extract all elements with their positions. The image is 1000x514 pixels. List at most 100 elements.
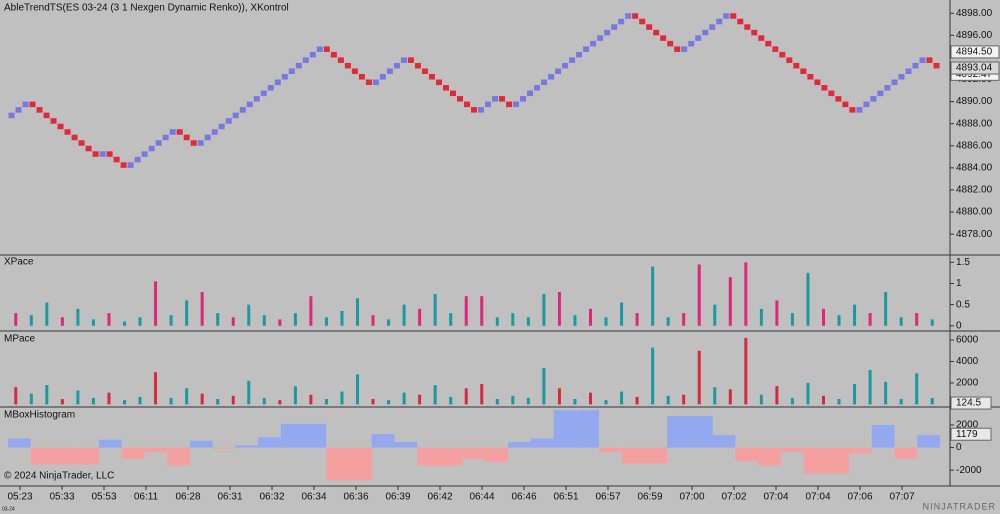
y-tick-label: 4880.00 xyxy=(956,207,993,218)
bar xyxy=(713,304,717,326)
histogram-box xyxy=(871,424,895,448)
bar xyxy=(744,262,748,326)
renko-brick xyxy=(162,134,169,141)
bar xyxy=(262,315,266,326)
bar xyxy=(29,393,33,405)
renko-brick xyxy=(421,68,428,74)
bar xyxy=(231,395,235,405)
renko-brick xyxy=(800,68,807,74)
bar xyxy=(557,388,561,405)
renko-brick xyxy=(8,112,15,119)
bar xyxy=(356,298,359,326)
bar xyxy=(868,313,872,326)
renko-brick xyxy=(449,90,456,97)
bar xyxy=(29,315,33,326)
bar xyxy=(402,304,406,326)
renko-brick xyxy=(926,57,933,63)
bar xyxy=(635,396,639,405)
renko-brick xyxy=(365,79,372,86)
histogram-box xyxy=(462,447,486,459)
renko-brick xyxy=(793,62,800,69)
renko-brick xyxy=(141,151,148,157)
bar xyxy=(884,381,888,405)
bar xyxy=(822,395,825,405)
bar xyxy=(853,304,857,326)
renko-brick xyxy=(856,107,863,113)
y-tick-label: 1 xyxy=(956,278,962,289)
renko-brick xyxy=(43,112,50,119)
bar xyxy=(138,317,142,326)
bar xyxy=(154,281,158,326)
bar xyxy=(200,291,204,326)
price-marker xyxy=(950,61,1000,75)
renko-brick xyxy=(379,73,386,80)
histogram-box xyxy=(121,447,145,459)
y-tick-label: 6000 xyxy=(956,335,979,346)
bar xyxy=(589,308,592,326)
histogram-box xyxy=(917,435,940,448)
bar xyxy=(604,400,608,405)
histogram-box xyxy=(417,447,440,466)
x-tick-label: 07:06 xyxy=(847,492,872,503)
bar xyxy=(526,397,530,405)
y-tick-label: 0.5 xyxy=(956,299,970,310)
bar xyxy=(651,347,655,405)
renko-brick xyxy=(541,79,548,86)
renko-brick xyxy=(611,24,618,30)
histogram-box xyxy=(644,447,668,464)
renko-brick xyxy=(905,68,912,74)
renko-brick xyxy=(302,57,309,63)
renko-brick xyxy=(239,107,246,113)
bar xyxy=(91,397,95,405)
renko-brick xyxy=(492,96,499,102)
histogram-box xyxy=(167,447,190,466)
y-tick-label: 4878.00 xyxy=(956,229,993,240)
renko-brick xyxy=(660,35,667,41)
renko-brick xyxy=(176,129,183,135)
y-tick-label: 4886.00 xyxy=(956,140,993,151)
histogram-box xyxy=(212,447,236,449)
bar xyxy=(651,266,655,326)
renko-brick xyxy=(281,73,288,80)
price-marker-label: 4894.50 xyxy=(956,47,993,58)
renko-brick xyxy=(653,29,660,36)
renko-brick xyxy=(478,107,485,113)
renko-brick xyxy=(71,134,78,141)
renko-brick xyxy=(295,62,302,69)
bar xyxy=(449,396,453,405)
bar xyxy=(200,393,204,405)
x-tick-label: 07:02 xyxy=(721,492,746,503)
renko-brick xyxy=(821,85,828,91)
copyright: © 2024 NinjaTrader, LLC xyxy=(4,471,114,482)
renko-brick xyxy=(64,129,71,135)
bar xyxy=(511,313,515,326)
x-tick-label: 06:46 xyxy=(511,492,536,503)
bar xyxy=(433,294,437,326)
renko-brick xyxy=(15,107,22,113)
bar xyxy=(324,399,328,405)
bar xyxy=(45,385,49,405)
bar xyxy=(14,313,18,326)
renko-brick xyxy=(576,51,583,58)
renko-brick xyxy=(274,79,281,86)
renko-brick xyxy=(358,73,365,80)
renko-brick xyxy=(92,151,99,157)
renko-brick xyxy=(702,29,709,36)
bar xyxy=(60,399,64,405)
renko-brick xyxy=(127,162,134,168)
bar xyxy=(899,399,903,405)
histogram-box xyxy=(326,447,349,481)
x-tick-label: 06:44 xyxy=(469,492,494,503)
histogram-box xyxy=(280,423,304,448)
renko-brick xyxy=(148,145,155,152)
bar xyxy=(387,319,391,326)
histogram-box xyxy=(621,447,645,464)
bar xyxy=(666,317,670,326)
renko-brick xyxy=(344,62,351,69)
renko-brick xyxy=(527,90,534,97)
renko-brick xyxy=(218,123,225,130)
renko-brick xyxy=(246,101,253,108)
bar xyxy=(526,317,530,326)
renko-brick xyxy=(267,85,274,91)
